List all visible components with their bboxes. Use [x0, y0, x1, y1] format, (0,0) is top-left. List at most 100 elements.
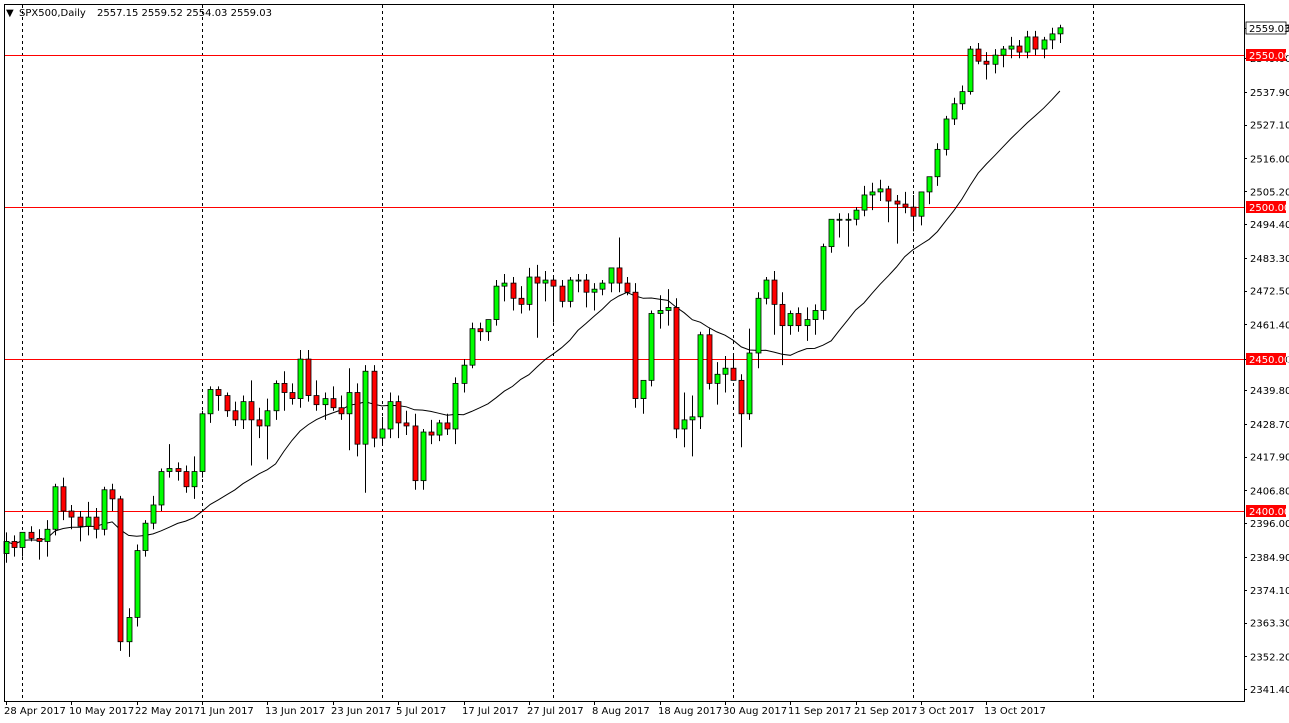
candle-104 — [853, 207, 860, 226]
candle-body — [461, 364, 468, 384]
candle-body — [518, 297, 525, 305]
candle-83 — [681, 392, 688, 448]
candle-body — [983, 60, 990, 65]
candle-113 — [926, 176, 933, 205]
candle-body — [215, 389, 222, 396]
x-tick-label: 18 Aug 2017 — [658, 706, 722, 717]
menu-chevron-icon[interactable]: ▼ — [6, 8, 14, 19]
candle-82 — [673, 298, 680, 439]
candle-99 — [812, 304, 819, 335]
candle-body — [1057, 27, 1064, 35]
candle-body — [150, 504, 157, 524]
candle-52 — [428, 419, 435, 445]
candle-9 — [77, 511, 84, 542]
candle-12 — [101, 486, 108, 536]
candle-72 — [591, 283, 598, 311]
candle-body — [68, 510, 75, 518]
candle-106 — [869, 182, 876, 211]
candle-body — [485, 319, 492, 333]
level-tag-label: 2550.00 — [1249, 51, 1289, 62]
candles — [3, 24, 1064, 657]
candle-body — [264, 410, 271, 427]
candle-94 — [771, 270, 778, 335]
candle-body — [608, 267, 615, 284]
candle-body — [232, 410, 239, 421]
candle-body — [501, 282, 508, 287]
candle-body — [828, 218, 835, 248]
y-tick-label: 2527.10 — [1250, 121, 1289, 132]
candle-body — [117, 498, 124, 643]
candle-body — [77, 516, 84, 527]
candle-body — [224, 395, 231, 412]
y-tick-label: 2428.70 — [1250, 420, 1289, 431]
candle-body — [665, 307, 672, 311]
candle-body — [583, 279, 590, 293]
candle-127 — [1041, 36, 1048, 59]
candle-body — [1049, 33, 1056, 41]
y-tick-label: 2363.30 — [1250, 619, 1289, 630]
candle-64 — [526, 267, 533, 311]
candle-1 — [11, 535, 18, 557]
candle-body — [11, 541, 18, 548]
candle-body — [951, 103, 958, 120]
candle-body — [885, 188, 892, 202]
candle-95 — [779, 292, 786, 366]
candle-21 — [175, 462, 182, 481]
candle-body — [166, 468, 173, 472]
candle-body — [93, 516, 100, 530]
candle-body — [616, 267, 623, 284]
candle-body — [452, 382, 459, 430]
candle-43 — [354, 383, 361, 457]
candle-53 — [436, 419, 443, 442]
candle-17 — [142, 520, 149, 557]
time-axis: 28 Apr 2017 10 May 2017 22 May 2017 1 Jun 2… — [4, 701, 1046, 717]
candle-body — [199, 413, 206, 472]
candle-body — [722, 367, 729, 375]
candle-body — [559, 285, 566, 302]
candle-35 — [289, 383, 296, 405]
candle-18 — [150, 495, 157, 530]
candle-body — [992, 54, 999, 65]
candle-124 — [1016, 39, 1023, 59]
candle-11 — [93, 508, 100, 539]
candle-22 — [183, 465, 190, 493]
candle-body — [175, 468, 182, 472]
candle-41 — [338, 395, 345, 420]
candle-body — [657, 310, 664, 314]
candle-38 — [313, 380, 320, 411]
level-tag-label: 2450.00 — [1249, 355, 1289, 366]
candle-70 — [575, 273, 582, 293]
candle-body — [542, 279, 549, 284]
candle-73 — [599, 280, 606, 296]
candle-66 — [542, 270, 549, 302]
candle-120 — [983, 52, 990, 80]
candle-body — [444, 422, 451, 430]
level-tag-2 — [1246, 353, 1286, 365]
level-tag-3 — [1246, 505, 1286, 517]
candle-27 — [224, 392, 231, 417]
candle-107 — [877, 179, 884, 202]
candle-68 — [559, 280, 566, 308]
candle-body — [575, 279, 582, 282]
candle-25 — [207, 386, 214, 423]
candle-62 — [510, 277, 517, 311]
candle-32 — [264, 398, 271, 460]
candle-77 — [632, 283, 639, 408]
candle-125 — [1024, 30, 1031, 59]
candle-37 — [305, 349, 312, 402]
candle-19 — [158, 468, 165, 512]
candle-body — [640, 379, 647, 399]
x-tick-label: 17 Jul 2017 — [462, 706, 519, 717]
y-tick-label: 2537.90 — [1250, 88, 1289, 99]
candle-body — [648, 313, 655, 381]
chart-header: ▼ SPX500,Daily 2557.15 2559.52 2554.03 2… — [6, 8, 272, 19]
candle-112 — [918, 191, 925, 226]
candle-117 — [959, 85, 966, 110]
candle-8 — [68, 504, 75, 530]
x-tick-label: 28 Apr 2017 — [4, 706, 66, 717]
candle-body — [804, 319, 811, 327]
x-tick-label: 11 Sep 2017 — [788, 706, 851, 717]
candle-body — [550, 279, 557, 287]
candle-body — [420, 431, 427, 482]
